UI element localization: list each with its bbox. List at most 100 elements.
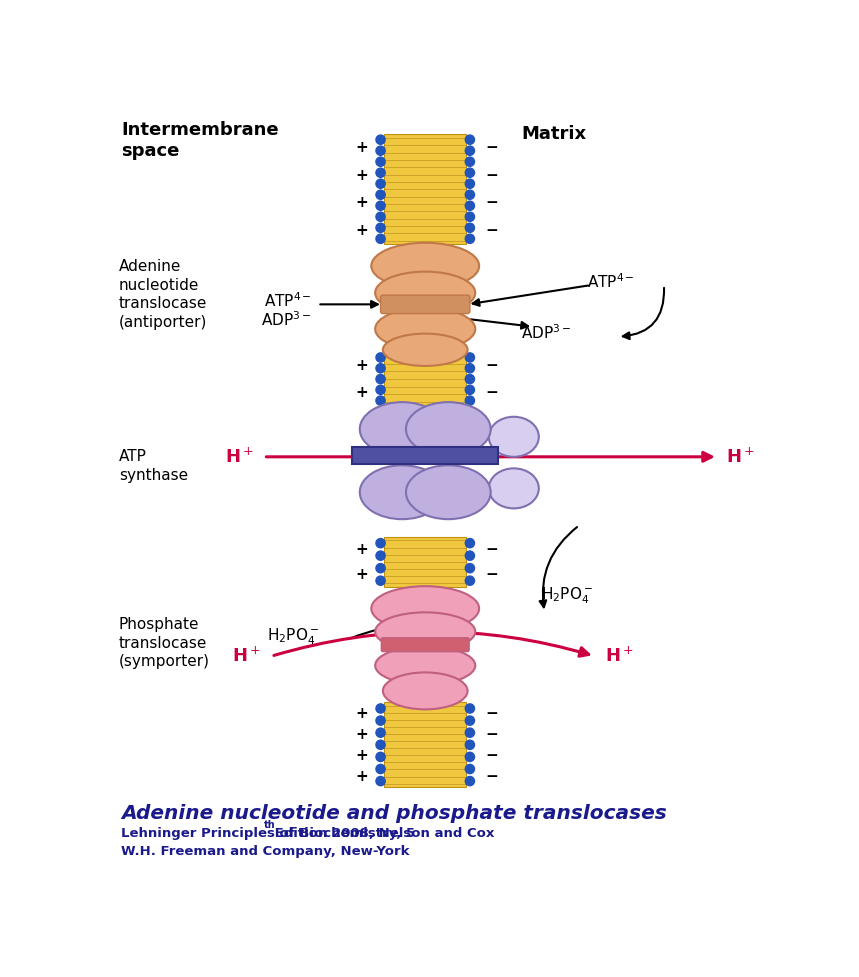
Text: +: +: [356, 141, 369, 155]
Text: H$_2$PO$_4^-$: H$_2$PO$_4^-$: [267, 626, 320, 647]
Circle shape: [376, 374, 385, 384]
Circle shape: [376, 396, 385, 405]
Text: −: −: [485, 542, 498, 557]
Text: +: +: [356, 358, 369, 373]
Text: Intermembrane
space: Intermembrane space: [121, 121, 278, 160]
Text: +: +: [356, 747, 369, 763]
Text: +: +: [356, 223, 369, 238]
Text: −: −: [485, 141, 498, 155]
Circle shape: [466, 168, 474, 178]
Bar: [352, 446, 498, 464]
Circle shape: [466, 716, 474, 725]
Circle shape: [376, 168, 385, 178]
Text: H$_2$PO$_4^-$: H$_2$PO$_4^-$: [540, 586, 593, 607]
Circle shape: [376, 135, 385, 145]
Circle shape: [376, 728, 385, 738]
Text: th: th: [264, 821, 275, 830]
Circle shape: [466, 728, 474, 738]
Text: −: −: [485, 358, 498, 373]
Circle shape: [466, 223, 474, 233]
Circle shape: [466, 764, 474, 774]
Bar: [385, 537, 466, 587]
Text: Adenine
nucleotide
translocase
(antiporter): Adenine nucleotide translocase (antiport…: [119, 259, 207, 330]
Circle shape: [376, 147, 385, 155]
Circle shape: [466, 157, 474, 166]
Ellipse shape: [375, 613, 475, 651]
Circle shape: [466, 551, 474, 560]
Text: Adenine nucleotide and phosphate translocases: Adenine nucleotide and phosphate translo…: [121, 804, 667, 823]
Text: −: −: [485, 385, 498, 400]
Circle shape: [466, 212, 474, 222]
Bar: [385, 352, 466, 406]
Ellipse shape: [360, 465, 444, 519]
Circle shape: [376, 741, 385, 749]
Circle shape: [376, 752, 385, 761]
Ellipse shape: [375, 308, 475, 350]
Text: H$^+$: H$^+$: [225, 447, 254, 466]
Text: +: +: [356, 567, 369, 582]
Text: −: −: [485, 747, 498, 763]
Circle shape: [376, 538, 385, 548]
Ellipse shape: [375, 272, 475, 314]
FancyBboxPatch shape: [381, 295, 470, 314]
Ellipse shape: [489, 417, 539, 457]
Text: +: +: [356, 385, 369, 400]
Circle shape: [466, 353, 474, 362]
Circle shape: [376, 212, 385, 222]
Text: H$^+$: H$^+$: [605, 647, 634, 666]
Text: −: −: [485, 769, 498, 785]
Ellipse shape: [383, 333, 467, 366]
Circle shape: [466, 396, 474, 405]
Circle shape: [376, 234, 385, 243]
Text: +: +: [356, 542, 369, 557]
Text: H$^+$: H$^+$: [726, 447, 754, 466]
FancyBboxPatch shape: [381, 638, 469, 652]
Text: Lehninger Principles of Biochemistry, 5: Lehninger Principles of Biochemistry, 5: [121, 828, 415, 840]
Circle shape: [376, 353, 385, 362]
Text: W.H. Freeman and Company, New-York: W.H. Freeman and Company, New-York: [121, 845, 410, 858]
Text: −: −: [485, 168, 498, 183]
Text: +: +: [356, 727, 369, 742]
Text: +: +: [356, 195, 369, 210]
Circle shape: [376, 564, 385, 573]
Text: Edition 2008, Nelson and Cox: Edition 2008, Nelson and Cox: [271, 828, 495, 840]
Text: ADP$^{3-}$: ADP$^{3-}$: [521, 323, 571, 342]
Text: +: +: [356, 769, 369, 785]
Ellipse shape: [406, 465, 490, 519]
Circle shape: [466, 191, 474, 199]
Ellipse shape: [360, 403, 444, 456]
Circle shape: [466, 576, 474, 585]
Circle shape: [376, 716, 385, 725]
Circle shape: [466, 374, 474, 384]
Text: −: −: [485, 195, 498, 210]
Circle shape: [466, 201, 474, 210]
Text: +: +: [356, 705, 369, 720]
Circle shape: [466, 179, 474, 189]
Circle shape: [466, 777, 474, 786]
Text: H$^+$: H$^+$: [232, 647, 261, 666]
Circle shape: [466, 147, 474, 155]
Circle shape: [376, 703, 385, 713]
Circle shape: [376, 179, 385, 189]
Text: −: −: [485, 567, 498, 582]
Text: −: −: [485, 223, 498, 238]
Circle shape: [376, 363, 385, 373]
Circle shape: [376, 777, 385, 786]
Ellipse shape: [371, 586, 479, 631]
Circle shape: [376, 385, 385, 395]
Circle shape: [376, 551, 385, 560]
Circle shape: [466, 564, 474, 573]
Circle shape: [466, 752, 474, 761]
Bar: [385, 134, 466, 244]
Circle shape: [466, 741, 474, 749]
Text: Matrix: Matrix: [521, 125, 587, 143]
Text: ADP$^{3-}$: ADP$^{3-}$: [261, 311, 311, 329]
Circle shape: [376, 576, 385, 585]
Bar: [385, 702, 466, 787]
Text: −: −: [485, 727, 498, 742]
Text: +: +: [356, 168, 369, 183]
Circle shape: [376, 157, 385, 166]
Text: ATP$^{4-}$: ATP$^{4-}$: [264, 291, 311, 310]
Circle shape: [466, 135, 474, 145]
Circle shape: [376, 223, 385, 233]
